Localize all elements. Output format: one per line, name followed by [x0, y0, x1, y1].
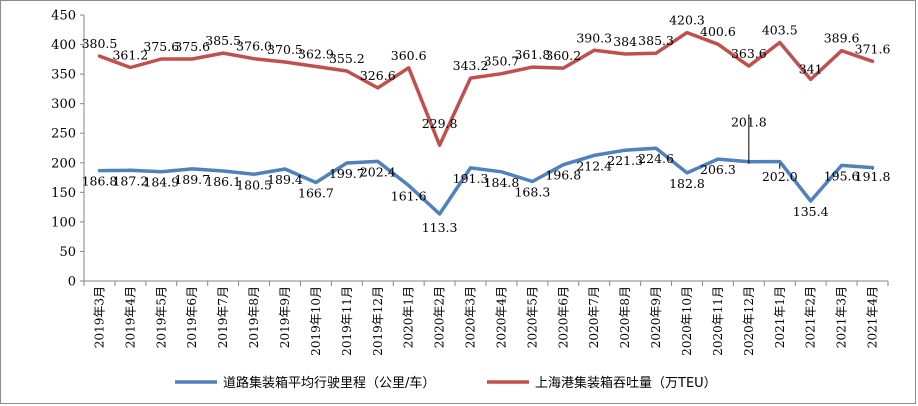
- data-label: 224.6: [638, 151, 674, 166]
- data-label: 326.6: [360, 68, 396, 83]
- x-tick-label: 2021年2月: [804, 286, 818, 348]
- data-label: 376.0: [236, 39, 272, 54]
- series-line-0: [97, 146, 875, 216]
- x-tick-label: 2019年12月: [371, 286, 385, 356]
- x-tick-label: 2020年1月: [402, 286, 416, 348]
- x-tick-label: 2020年3月: [464, 286, 478, 348]
- data-label: 189.4: [267, 172, 303, 187]
- axes: 0 50 100 150 200 250 300 350 400 450 2019年3月 2019年4…: [51, 9, 889, 356]
- x-tick-label: 2020年7月: [587, 286, 601, 348]
- data-label: 202.0: [762, 169, 798, 184]
- data-label: 384: [613, 34, 637, 49]
- data-label: 375.6: [174, 39, 210, 54]
- data-label: 363.6: [731, 46, 767, 61]
- data-label: 385.5: [205, 33, 241, 48]
- x-tick-label: 2020年6月: [556, 286, 570, 348]
- data-label: 341: [799, 61, 823, 76]
- data-label: 191.8: [855, 169, 891, 184]
- x-tick-label: 2021年3月: [835, 286, 849, 348]
- data-label: 184.8: [484, 175, 520, 190]
- x-tick-label: 2020年9月: [649, 286, 663, 348]
- data-label: 385.3: [638, 33, 674, 48]
- y-tick-label: 350: [51, 68, 76, 83]
- data-label: 161.6: [391, 188, 427, 203]
- data-label: 199.7: [329, 166, 365, 181]
- data-label: 389.6: [824, 31, 860, 46]
- series-lines: [97, 30, 875, 216]
- x-tick-label: 2020年12月: [742, 286, 756, 356]
- x-tick-label: 2019年4月: [123, 286, 137, 348]
- data-label: 343.2: [453, 58, 489, 73]
- legend: 道路集装箱平均行驶里程（公里/车） 上海港集装箱吞吐量（万TEU）: [175, 375, 717, 391]
- data-label: 189.7: [174, 172, 210, 187]
- data-label: 371.6: [855, 41, 891, 56]
- x-tick-label: 2020年5月: [525, 286, 539, 348]
- data-label: 186.1: [205, 174, 241, 189]
- data-label: 355.2: [329, 51, 365, 66]
- y-tick-label: 150: [51, 186, 76, 201]
- x-tick-label: 2019年10月: [309, 286, 323, 356]
- data-label: 221.3: [607, 153, 643, 168]
- data-label: 196.8: [545, 168, 581, 183]
- data-label: 202.4: [360, 164, 396, 179]
- x-tick-label: 2020年8月: [618, 286, 632, 348]
- data-label: 184.9: [143, 175, 179, 190]
- y-tick-label: 450: [51, 9, 76, 24]
- data-label: 182.8: [669, 176, 705, 191]
- data-label: 135.4: [793, 204, 829, 219]
- data-label: 375.6: [143, 39, 179, 54]
- data-label: 380.5: [82, 36, 118, 51]
- y-tick-label: 200: [51, 156, 76, 171]
- x-tick-label: 2019年6月: [185, 286, 199, 348]
- legend-label-0: 道路集装箱平均行驶里程（公里/车）: [223, 375, 435, 391]
- legend-label-1: 上海港集装箱吞吐量（万TEU）: [535, 375, 717, 391]
- x-tick-label: 2020年10月: [680, 286, 694, 356]
- x-tick-label: 2019年11月: [340, 286, 354, 356]
- data-label: 206.3: [700, 162, 736, 177]
- data-label: 362.9: [298, 46, 334, 61]
- data-label: 168.3: [514, 185, 550, 200]
- x-tick-label: 2019年8月: [247, 286, 261, 348]
- data-label: 400.6: [700, 24, 736, 39]
- y-tick-label: 400: [51, 38, 76, 53]
- x-tick-label: 2020年11月: [711, 286, 725, 356]
- data-label: 212.4: [576, 158, 612, 173]
- data-label: 187.2: [112, 173, 148, 188]
- data-labels: 186.8187.2184.9189.7186.1180.5189.4166.7…: [82, 13, 891, 235]
- data-label: 166.7: [298, 185, 334, 200]
- x-tick-label: 2021年1月: [773, 286, 787, 348]
- x-tick-label: 2021年4月: [866, 286, 880, 348]
- data-label: 390.3: [576, 30, 612, 45]
- x-tick-label: 2019年7月: [216, 286, 230, 348]
- x-tick-label: 2019年9月: [278, 286, 292, 348]
- data-label: 361.2: [112, 47, 148, 62]
- data-label: 403.5: [762, 22, 798, 37]
- data-label: 229.8: [422, 116, 458, 131]
- y-tick-label: 0: [68, 275, 76, 290]
- y-tick-label: 300: [51, 97, 76, 112]
- data-label: 370.5: [267, 42, 303, 57]
- x-tick-label: 2020年2月: [433, 286, 447, 348]
- data-label: 191.3: [453, 171, 489, 186]
- data-label: 113.3: [422, 220, 458, 235]
- data-label: 361.8: [514, 47, 550, 62]
- data-label: 180.5: [236, 177, 272, 192]
- data-label: 195.6: [824, 168, 860, 183]
- y-tick-label: 100: [51, 215, 76, 230]
- series-line-1: [97, 30, 875, 147]
- data-label: 186.8: [82, 174, 118, 189]
- y-tick-label: 250: [51, 127, 76, 142]
- data-label: 201.8: [731, 114, 767, 129]
- data-label: 420.3: [669, 13, 705, 28]
- x-tick-label: 2020年4月: [494, 286, 508, 348]
- y-tick-label: 50: [59, 245, 76, 260]
- data-label: 350.7: [484, 54, 520, 69]
- x-tick-label: 2019年5月: [154, 286, 168, 348]
- x-tick-label: 2019年3月: [92, 286, 106, 348]
- data-label: 360.6: [391, 48, 427, 63]
- data-label: 360.2: [545, 48, 581, 63]
